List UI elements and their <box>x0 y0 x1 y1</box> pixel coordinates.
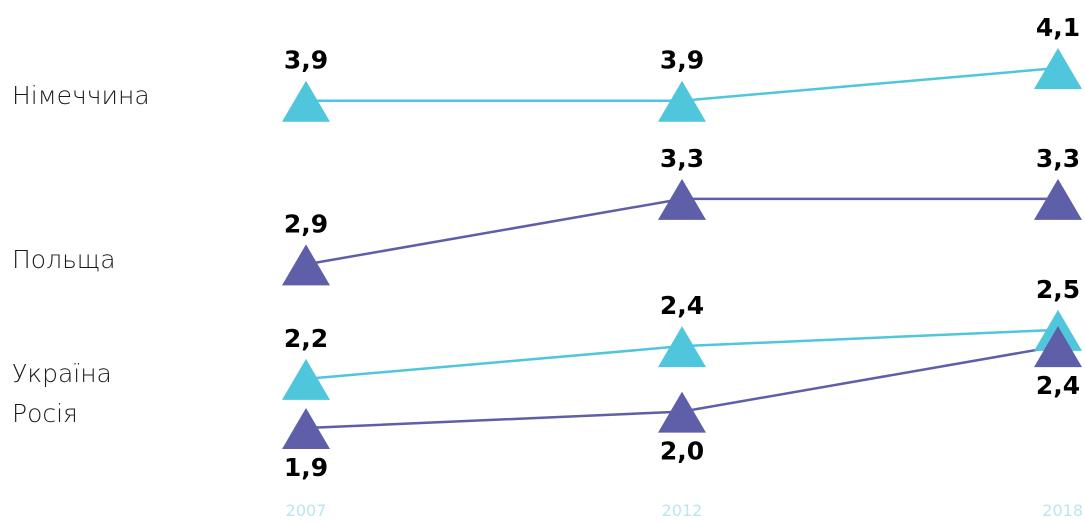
series-1-value-label: 3,3 <box>1036 144 1080 173</box>
series-2-value-label: 2,2 <box>284 324 328 353</box>
x-tick-label: 2018 <box>1042 501 1083 520</box>
country-label: Німеччина <box>12 81 150 110</box>
country-label: Росія <box>12 399 78 428</box>
series-2-value-label: 2,4 <box>660 291 704 320</box>
series-0-value-label: 3,9 <box>660 46 704 75</box>
country-labels: Німеччина Польща Україна Росія <box>12 81 150 428</box>
series-markers <box>282 48 1082 449</box>
country-label: Україна <box>12 359 112 388</box>
series-3-marker <box>282 408 330 449</box>
series-3-value-label: 2,0 <box>660 437 704 466</box>
value-labels: 3,9 3,9 4,1 2,9 3,3 3,3 2,2 2,4 2,5 1,9 2,0 2,4 <box>284 13 1080 482</box>
series-lines <box>305 66 1059 430</box>
x-tick-label: 2012 <box>662 501 703 520</box>
series-1-marker <box>282 244 330 286</box>
country-label: Польща <box>12 245 116 274</box>
series-0-value-label: 3,9 <box>284 46 328 75</box>
series-0-value-label: 4,1 <box>1036 13 1080 42</box>
series-2-marker <box>658 326 706 368</box>
series-2-value-label: 2,5 <box>1036 275 1080 304</box>
series-3-value-label: 1,9 <box>284 453 328 482</box>
series-2-marker <box>282 358 330 400</box>
series-1-marker <box>1034 178 1082 220</box>
series-0-marker <box>1034 48 1082 89</box>
x-axis-year-labels: 2007 2012 2018 <box>286 501 1083 520</box>
series-3-value-label: 2,4 <box>1036 371 1080 400</box>
series-0-marker <box>282 80 330 122</box>
series-0-marker <box>658 80 706 122</box>
series-1-marker <box>658 178 706 220</box>
series-3-marker <box>658 391 706 433</box>
x-tick-label: 2007 <box>286 501 327 520</box>
series-1-value-label: 2,9 <box>284 209 328 238</box>
series-1-value-label: 3,3 <box>660 144 704 173</box>
series-3-marker <box>1034 326 1082 368</box>
